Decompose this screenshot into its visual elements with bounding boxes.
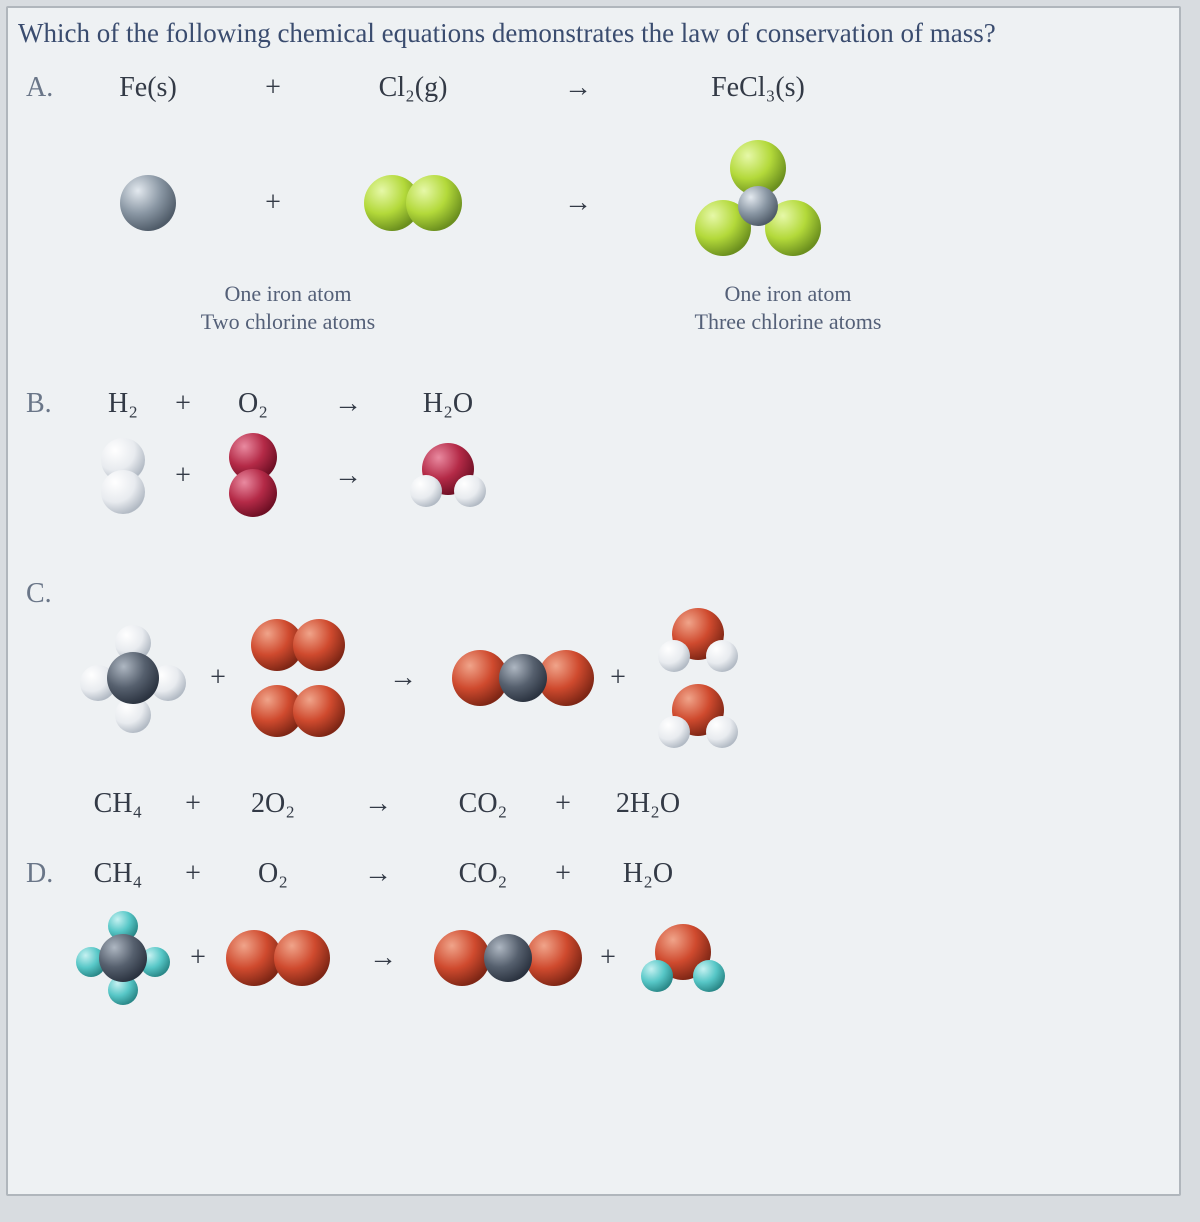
co2-molecule-icon <box>448 608 598 748</box>
a-cl2: Cl₂(g) <box>328 72 498 104</box>
fecl3-molecule-icon <box>658 138 858 268</box>
b-h2o: H₂O <box>398 388 498 420</box>
question-text: Which of the following chemical equation… <box>16 14 1171 63</box>
option-d-formula: CH₄ + O₂ → CO₂ + H₂O <box>68 858 708 890</box>
option-b-molecules: + → <box>88 436 498 516</box>
c-2h2o: 2H₂O <box>588 788 708 820</box>
d-plus2: + <box>538 858 588 890</box>
b-o2: O₂ <box>208 388 298 420</box>
a-fecl3: FeCl₃(s) <box>658 72 858 104</box>
c-plus-icon: + <box>198 662 238 694</box>
option-b-formula: H₂ + O₂ → H₂O <box>88 388 498 420</box>
h2-molecule-icon <box>88 436 158 516</box>
ch4-molecule-icon <box>68 608 198 748</box>
cl2-molecule-icon <box>328 158 498 248</box>
option-c-formula: CH₄ + 2O₂ → CO₂ + 2H₂O <box>68 788 708 820</box>
label-c: C. <box>26 578 52 610</box>
a-fe: Fe(s) <box>78 72 218 104</box>
c-plus: + <box>168 788 218 820</box>
d-h2o: H₂O <box>588 858 708 890</box>
a-desc-left: One iron atom Two chlorine atoms <box>148 280 428 335</box>
a-desc-right: One iron atom Three chlorine atoms <box>638 280 938 335</box>
label-a: A. <box>26 72 53 104</box>
a-arr2-icon: → <box>498 187 658 219</box>
a-desc-right-l1: One iron atom <box>638 280 938 308</box>
a-plus: + <box>218 72 328 104</box>
c-arr-icon: → <box>358 662 448 694</box>
two-h2o-molecule-icon <box>638 598 758 758</box>
c-plus2-icon: + <box>598 662 638 694</box>
two-o2-molecule-icon <box>238 598 358 758</box>
a-desc-left-l1: One iron atom <box>148 280 428 308</box>
a-arr: → <box>498 72 658 104</box>
option-d-molecules: + → + <box>68 908 738 1008</box>
option-c-molecules: + → + <box>68 598 758 758</box>
option-a-molecules: + → <box>78 138 858 268</box>
b-arr2-icon: → <box>298 460 398 492</box>
c-2o2: 2O₂ <box>218 788 328 820</box>
d-arr-icon: → <box>338 942 428 974</box>
a-desc-left-l2: Two chlorine atoms <box>148 308 428 336</box>
h2o-cyanH-molecule-icon <box>628 908 738 1008</box>
o2-crimson-molecule-icon <box>208 436 298 516</box>
b-plus2-icon: + <box>158 460 208 492</box>
c-ch4: CH₄ <box>68 788 168 820</box>
label-d: D. <box>26 858 53 890</box>
a-plus2-icon: + <box>218 187 328 219</box>
c-co2: CO₂ <box>428 788 538 820</box>
b-plus: + <box>158 388 208 420</box>
label-b: B. <box>26 388 52 420</box>
ch4-cyanH-molecule-icon <box>68 908 178 1008</box>
d-plus2-icon: + <box>588 942 628 974</box>
d-plus: + <box>168 858 218 890</box>
d-arr: → <box>328 858 428 890</box>
c-arr: → <box>328 788 428 820</box>
h2o-molecule-icon <box>398 436 498 516</box>
b-arr: → <box>298 388 398 420</box>
c-plus2: + <box>538 788 588 820</box>
o2-red-molecule-icon <box>218 908 338 1008</box>
page: Which of the following chemical equation… <box>6 6 1181 1196</box>
iron-atom-icon <box>78 158 218 248</box>
co2-d-molecule-icon <box>428 908 588 1008</box>
d-o2: O₂ <box>218 858 328 890</box>
d-plus-icon: + <box>178 942 218 974</box>
b-h2: H₂ <box>88 388 158 420</box>
option-a-formula: Fe(s) + Cl₂(g) → FeCl₃(s) <box>78 72 858 104</box>
d-co2: CO₂ <box>428 858 538 890</box>
d-ch4: CH₄ <box>68 858 168 890</box>
a-desc-right-l2: Three chlorine atoms <box>638 308 938 336</box>
